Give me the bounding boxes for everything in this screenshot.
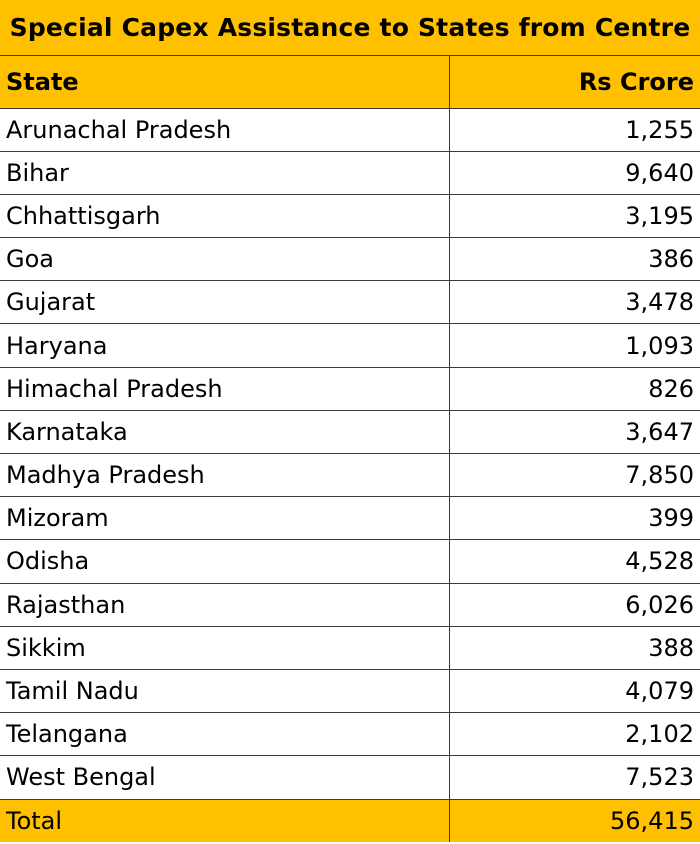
state-cell: West Bengal	[0, 755, 449, 800]
capex-table: State Rs Crore Arunachal Pradesh 1,255 B…	[0, 56, 700, 842]
state-cell: Arunachal Pradesh	[0, 108, 449, 152]
value-cell: 386	[448, 237, 700, 282]
state-cell: Goa	[0, 237, 449, 282]
state-cell: Tamil Nadu	[0, 669, 449, 714]
state-cell: Bihar	[0, 151, 449, 195]
table-row: Bihar 9,640	[0, 151, 700, 195]
table-row: Tamil Nadu 4,079	[0, 669, 700, 714]
value-cell: 6,026	[448, 583, 700, 627]
table-title: Special Capex Assistance to States from …	[0, 0, 700, 56]
value-cell: 1,093	[448, 323, 700, 368]
state-cell: Haryana	[0, 323, 449, 368]
header-state: State	[0, 56, 449, 109]
header-row: State Rs Crore	[0, 56, 700, 109]
header-value: Rs Crore	[448, 56, 700, 109]
table-row: Odisha 4,528	[0, 539, 700, 584]
state-cell: Sikkim	[0, 626, 449, 670]
value-cell: 399	[448, 496, 700, 541]
value-cell: 2,102	[448, 712, 700, 757]
table-row: Telangana 2,102	[0, 712, 700, 757]
state-cell: Gujarat	[0, 280, 449, 325]
state-cell: Telangana	[0, 712, 449, 757]
total-label: Total	[6, 806, 63, 835]
state-cell: Odisha	[0, 539, 449, 584]
table-row: Gujarat 3,478	[0, 280, 700, 325]
state-cell: Mizoram	[0, 496, 449, 541]
value-cell: 1,255	[448, 108, 700, 152]
value-cell: 388	[448, 626, 700, 670]
value-cell: 3,478	[448, 280, 700, 325]
value-cell: 9,640	[448, 151, 700, 195]
table-row: Himachal Pradesh 826	[0, 367, 700, 411]
value-cell: 826	[448, 367, 700, 411]
table-row: Karnataka 3,647	[0, 410, 700, 455]
value-cell: 3,195	[448, 194, 700, 239]
state-cell: Himachal Pradesh	[0, 367, 449, 411]
value-cell: 4,528	[448, 539, 700, 584]
table-row: Goa 386	[0, 237, 700, 282]
total-row: Total 56,415	[0, 799, 700, 842]
table-row: Chhattisgarh 3,195	[0, 194, 700, 239]
table-row: Arunachal Pradesh 1,255	[0, 108, 700, 152]
table-row: Mizoram 399	[0, 496, 700, 541]
state-cell: Chhattisgarh	[0, 194, 449, 239]
table-row: Sikkim 388	[0, 626, 700, 670]
state-cell: Madhya Pradesh	[0, 453, 449, 498]
table-row: Madhya Pradesh 7,850	[0, 453, 700, 498]
total-value: 56,415	[448, 799, 700, 842]
value-cell: 3,647	[448, 410, 700, 455]
state-cell: Rajasthan	[0, 583, 449, 627]
table-row: Haryana 1,093	[0, 323, 700, 368]
table-row: Rajasthan 6,026	[0, 583, 700, 627]
table-row: West Bengal 7,523	[0, 755, 700, 800]
value-cell: 7,850	[448, 453, 700, 498]
value-cell: 7,523	[448, 755, 700, 800]
state-cell: Karnataka	[0, 410, 449, 455]
value-cell: 4,079	[448, 669, 700, 714]
